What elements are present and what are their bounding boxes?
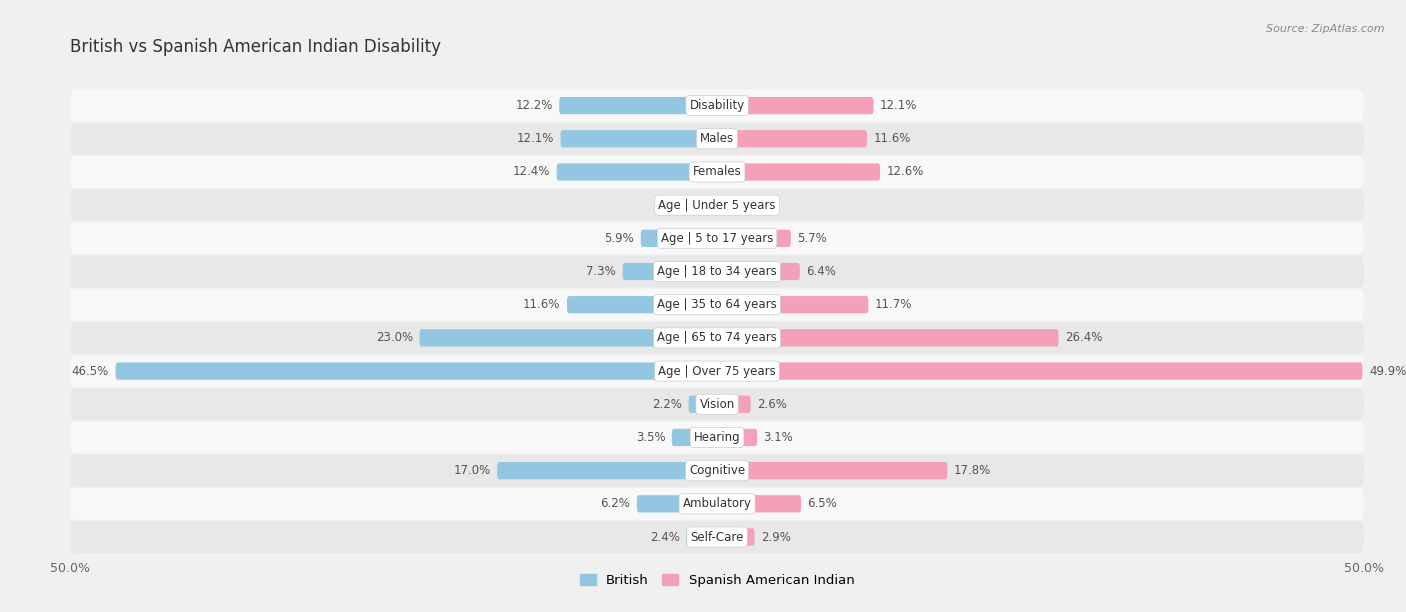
FancyBboxPatch shape [70,389,1364,420]
FancyBboxPatch shape [717,329,1059,346]
FancyBboxPatch shape [567,296,717,313]
Text: 12.1%: 12.1% [880,99,918,112]
Text: 5.9%: 5.9% [605,232,634,245]
FancyBboxPatch shape [70,422,1364,453]
FancyBboxPatch shape [717,130,868,147]
Text: 26.4%: 26.4% [1064,331,1102,345]
Text: Females: Females [693,165,741,179]
FancyBboxPatch shape [717,362,1362,379]
FancyBboxPatch shape [70,521,1364,553]
FancyBboxPatch shape [697,196,717,214]
Text: 17.0%: 17.0% [454,464,491,477]
Text: 6.2%: 6.2% [600,498,630,510]
Text: 46.5%: 46.5% [72,365,110,378]
Text: Ambulatory: Ambulatory [682,498,752,510]
Text: 11.7%: 11.7% [875,298,912,312]
FancyBboxPatch shape [557,163,717,181]
Text: 23.0%: 23.0% [375,331,413,345]
Text: 2.2%: 2.2% [652,398,682,411]
FancyBboxPatch shape [717,196,734,214]
Text: 6.4%: 6.4% [806,265,837,278]
Text: Self-Care: Self-Care [690,531,744,543]
FancyBboxPatch shape [717,395,751,413]
FancyBboxPatch shape [623,263,717,280]
Text: 12.4%: 12.4% [513,165,550,179]
Text: 5.7%: 5.7% [797,232,827,245]
FancyBboxPatch shape [70,156,1364,188]
FancyBboxPatch shape [70,189,1364,221]
FancyBboxPatch shape [717,462,948,479]
Text: Age | 65 to 74 years: Age | 65 to 74 years [657,331,778,345]
Text: 49.9%: 49.9% [1369,365,1406,378]
FancyBboxPatch shape [672,429,717,446]
FancyBboxPatch shape [70,289,1364,321]
Text: Age | Under 5 years: Age | Under 5 years [658,199,776,212]
FancyBboxPatch shape [560,97,717,114]
Text: Age | 5 to 17 years: Age | 5 to 17 years [661,232,773,245]
Text: Age | 18 to 34 years: Age | 18 to 34 years [657,265,778,278]
Text: 3.5%: 3.5% [636,431,665,444]
Text: 2.9%: 2.9% [761,531,792,543]
FancyBboxPatch shape [561,130,717,147]
FancyBboxPatch shape [717,296,869,313]
FancyBboxPatch shape [70,123,1364,155]
Text: 12.1%: 12.1% [516,132,554,145]
Text: 12.6%: 12.6% [887,165,924,179]
FancyBboxPatch shape [70,488,1364,520]
Text: Hearing: Hearing [693,431,741,444]
Text: 3.1%: 3.1% [763,431,793,444]
FancyBboxPatch shape [717,163,880,181]
Text: Age | 35 to 64 years: Age | 35 to 64 years [657,298,778,312]
FancyBboxPatch shape [717,263,800,280]
FancyBboxPatch shape [717,97,873,114]
Text: British vs Spanish American Indian Disability: British vs Spanish American Indian Disab… [70,38,441,56]
Text: 1.5%: 1.5% [661,199,692,212]
FancyBboxPatch shape [70,256,1364,288]
Text: Cognitive: Cognitive [689,464,745,477]
FancyBboxPatch shape [70,355,1364,387]
Text: 2.4%: 2.4% [650,531,679,543]
FancyBboxPatch shape [419,329,717,346]
FancyBboxPatch shape [717,528,755,546]
FancyBboxPatch shape [70,222,1364,254]
FancyBboxPatch shape [637,495,717,512]
FancyBboxPatch shape [717,429,758,446]
Text: 12.2%: 12.2% [516,99,553,112]
Text: Disability: Disability [689,99,745,112]
Text: 2.6%: 2.6% [758,398,787,411]
FancyBboxPatch shape [498,462,717,479]
FancyBboxPatch shape [717,495,801,512]
Text: 17.8%: 17.8% [953,464,991,477]
FancyBboxPatch shape [717,230,790,247]
Text: 11.6%: 11.6% [873,132,911,145]
FancyBboxPatch shape [70,455,1364,487]
FancyBboxPatch shape [70,90,1364,122]
Text: Males: Males [700,132,734,145]
FancyBboxPatch shape [689,395,717,413]
Text: 1.3%: 1.3% [741,199,770,212]
FancyBboxPatch shape [686,528,717,546]
Text: Age | Over 75 years: Age | Over 75 years [658,365,776,378]
FancyBboxPatch shape [641,230,717,247]
Text: Source: ZipAtlas.com: Source: ZipAtlas.com [1267,24,1385,34]
Legend: British, Spanish American Indian: British, Spanish American Indian [575,569,859,593]
FancyBboxPatch shape [70,322,1364,354]
Text: 6.5%: 6.5% [807,498,838,510]
Text: 11.6%: 11.6% [523,298,561,312]
Text: Vision: Vision [699,398,735,411]
Text: 7.3%: 7.3% [586,265,616,278]
FancyBboxPatch shape [115,362,717,379]
